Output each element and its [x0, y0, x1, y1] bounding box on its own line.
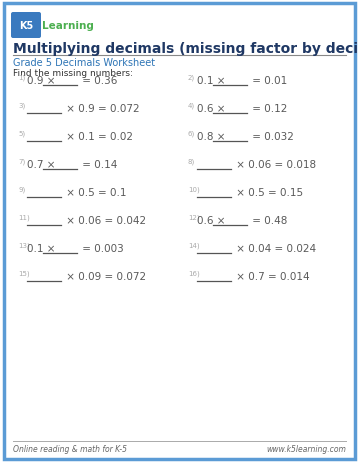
Text: × 0.5 = 0.1: × 0.5 = 0.1 [63, 188, 126, 198]
Text: = 0.032: = 0.032 [249, 131, 294, 142]
Text: 15): 15) [18, 270, 30, 276]
Text: Multiplying decimals (missing factor by decimals): Multiplying decimals (missing factor by … [13, 42, 359, 56]
Text: 0.1 ×: 0.1 × [27, 244, 59, 253]
Text: Learning: Learning [42, 21, 94, 31]
Text: 0.6 ×: 0.6 × [197, 216, 229, 225]
Text: 10): 10) [188, 186, 200, 193]
Text: www.k5learning.com: www.k5learning.com [266, 444, 346, 453]
Text: × 0.06 = 0.042: × 0.06 = 0.042 [63, 216, 146, 225]
Text: 4): 4) [188, 102, 195, 109]
Text: 8): 8) [188, 158, 195, 165]
Text: × 0.5 = 0.15: × 0.5 = 0.15 [233, 188, 303, 198]
Text: Find the missing numbers:: Find the missing numbers: [13, 69, 133, 78]
Text: 7): 7) [18, 158, 25, 165]
Text: 14): 14) [188, 242, 200, 249]
Text: K5: K5 [19, 21, 33, 31]
Text: 2): 2) [188, 75, 195, 81]
FancyBboxPatch shape [4, 4, 355, 459]
Text: × 0.04 = 0.024: × 0.04 = 0.024 [233, 244, 316, 253]
Text: = 0.12: = 0.12 [249, 104, 287, 114]
FancyBboxPatch shape [11, 13, 41, 39]
Text: × 0.7 = 0.014: × 0.7 = 0.014 [233, 271, 309, 282]
Text: 0.7 ×: 0.7 × [27, 160, 59, 169]
Text: = 0.14: = 0.14 [79, 160, 117, 169]
Text: 13): 13) [18, 242, 30, 249]
Text: 16): 16) [188, 270, 200, 276]
Text: × 0.06 = 0.018: × 0.06 = 0.018 [233, 160, 316, 169]
Text: 5): 5) [18, 130, 25, 137]
Text: 0.1 ×: 0.1 × [197, 76, 229, 86]
Text: × 0.1 = 0.02: × 0.1 = 0.02 [63, 131, 133, 142]
Text: 1): 1) [18, 75, 25, 81]
Text: 0.8 ×: 0.8 × [197, 131, 229, 142]
Text: 11): 11) [18, 214, 30, 220]
Text: = 0.36: = 0.36 [79, 76, 117, 86]
Text: 0.6 ×: 0.6 × [197, 104, 229, 114]
Text: 6): 6) [188, 130, 195, 137]
Text: = 0.003: = 0.003 [79, 244, 123, 253]
Text: = 0.48: = 0.48 [249, 216, 287, 225]
Text: 12): 12) [188, 214, 200, 220]
Text: Online reading & math for K-5: Online reading & math for K-5 [13, 444, 127, 453]
Text: × 0.9 = 0.072: × 0.9 = 0.072 [63, 104, 140, 114]
Text: 9): 9) [18, 186, 25, 193]
Text: 3): 3) [18, 102, 25, 109]
Text: Grade 5 Decimals Worksheet: Grade 5 Decimals Worksheet [13, 58, 155, 68]
Text: = 0.01: = 0.01 [249, 76, 287, 86]
Text: 0.9 ×: 0.9 × [27, 76, 59, 86]
Text: × 0.09 = 0.072: × 0.09 = 0.072 [63, 271, 146, 282]
